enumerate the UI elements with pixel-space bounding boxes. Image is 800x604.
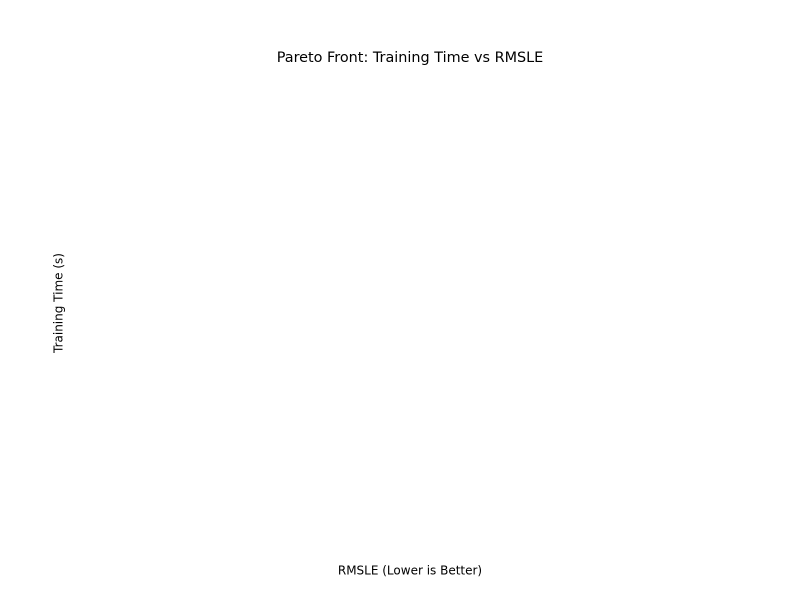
y-axis-label: Training Time (s)	[52, 253, 66, 354]
x-axis-label: RMSLE (Lower is Better)	[338, 564, 482, 578]
chart-title: Pareto Front: Training Time vs RMSLE	[277, 50, 544, 66]
